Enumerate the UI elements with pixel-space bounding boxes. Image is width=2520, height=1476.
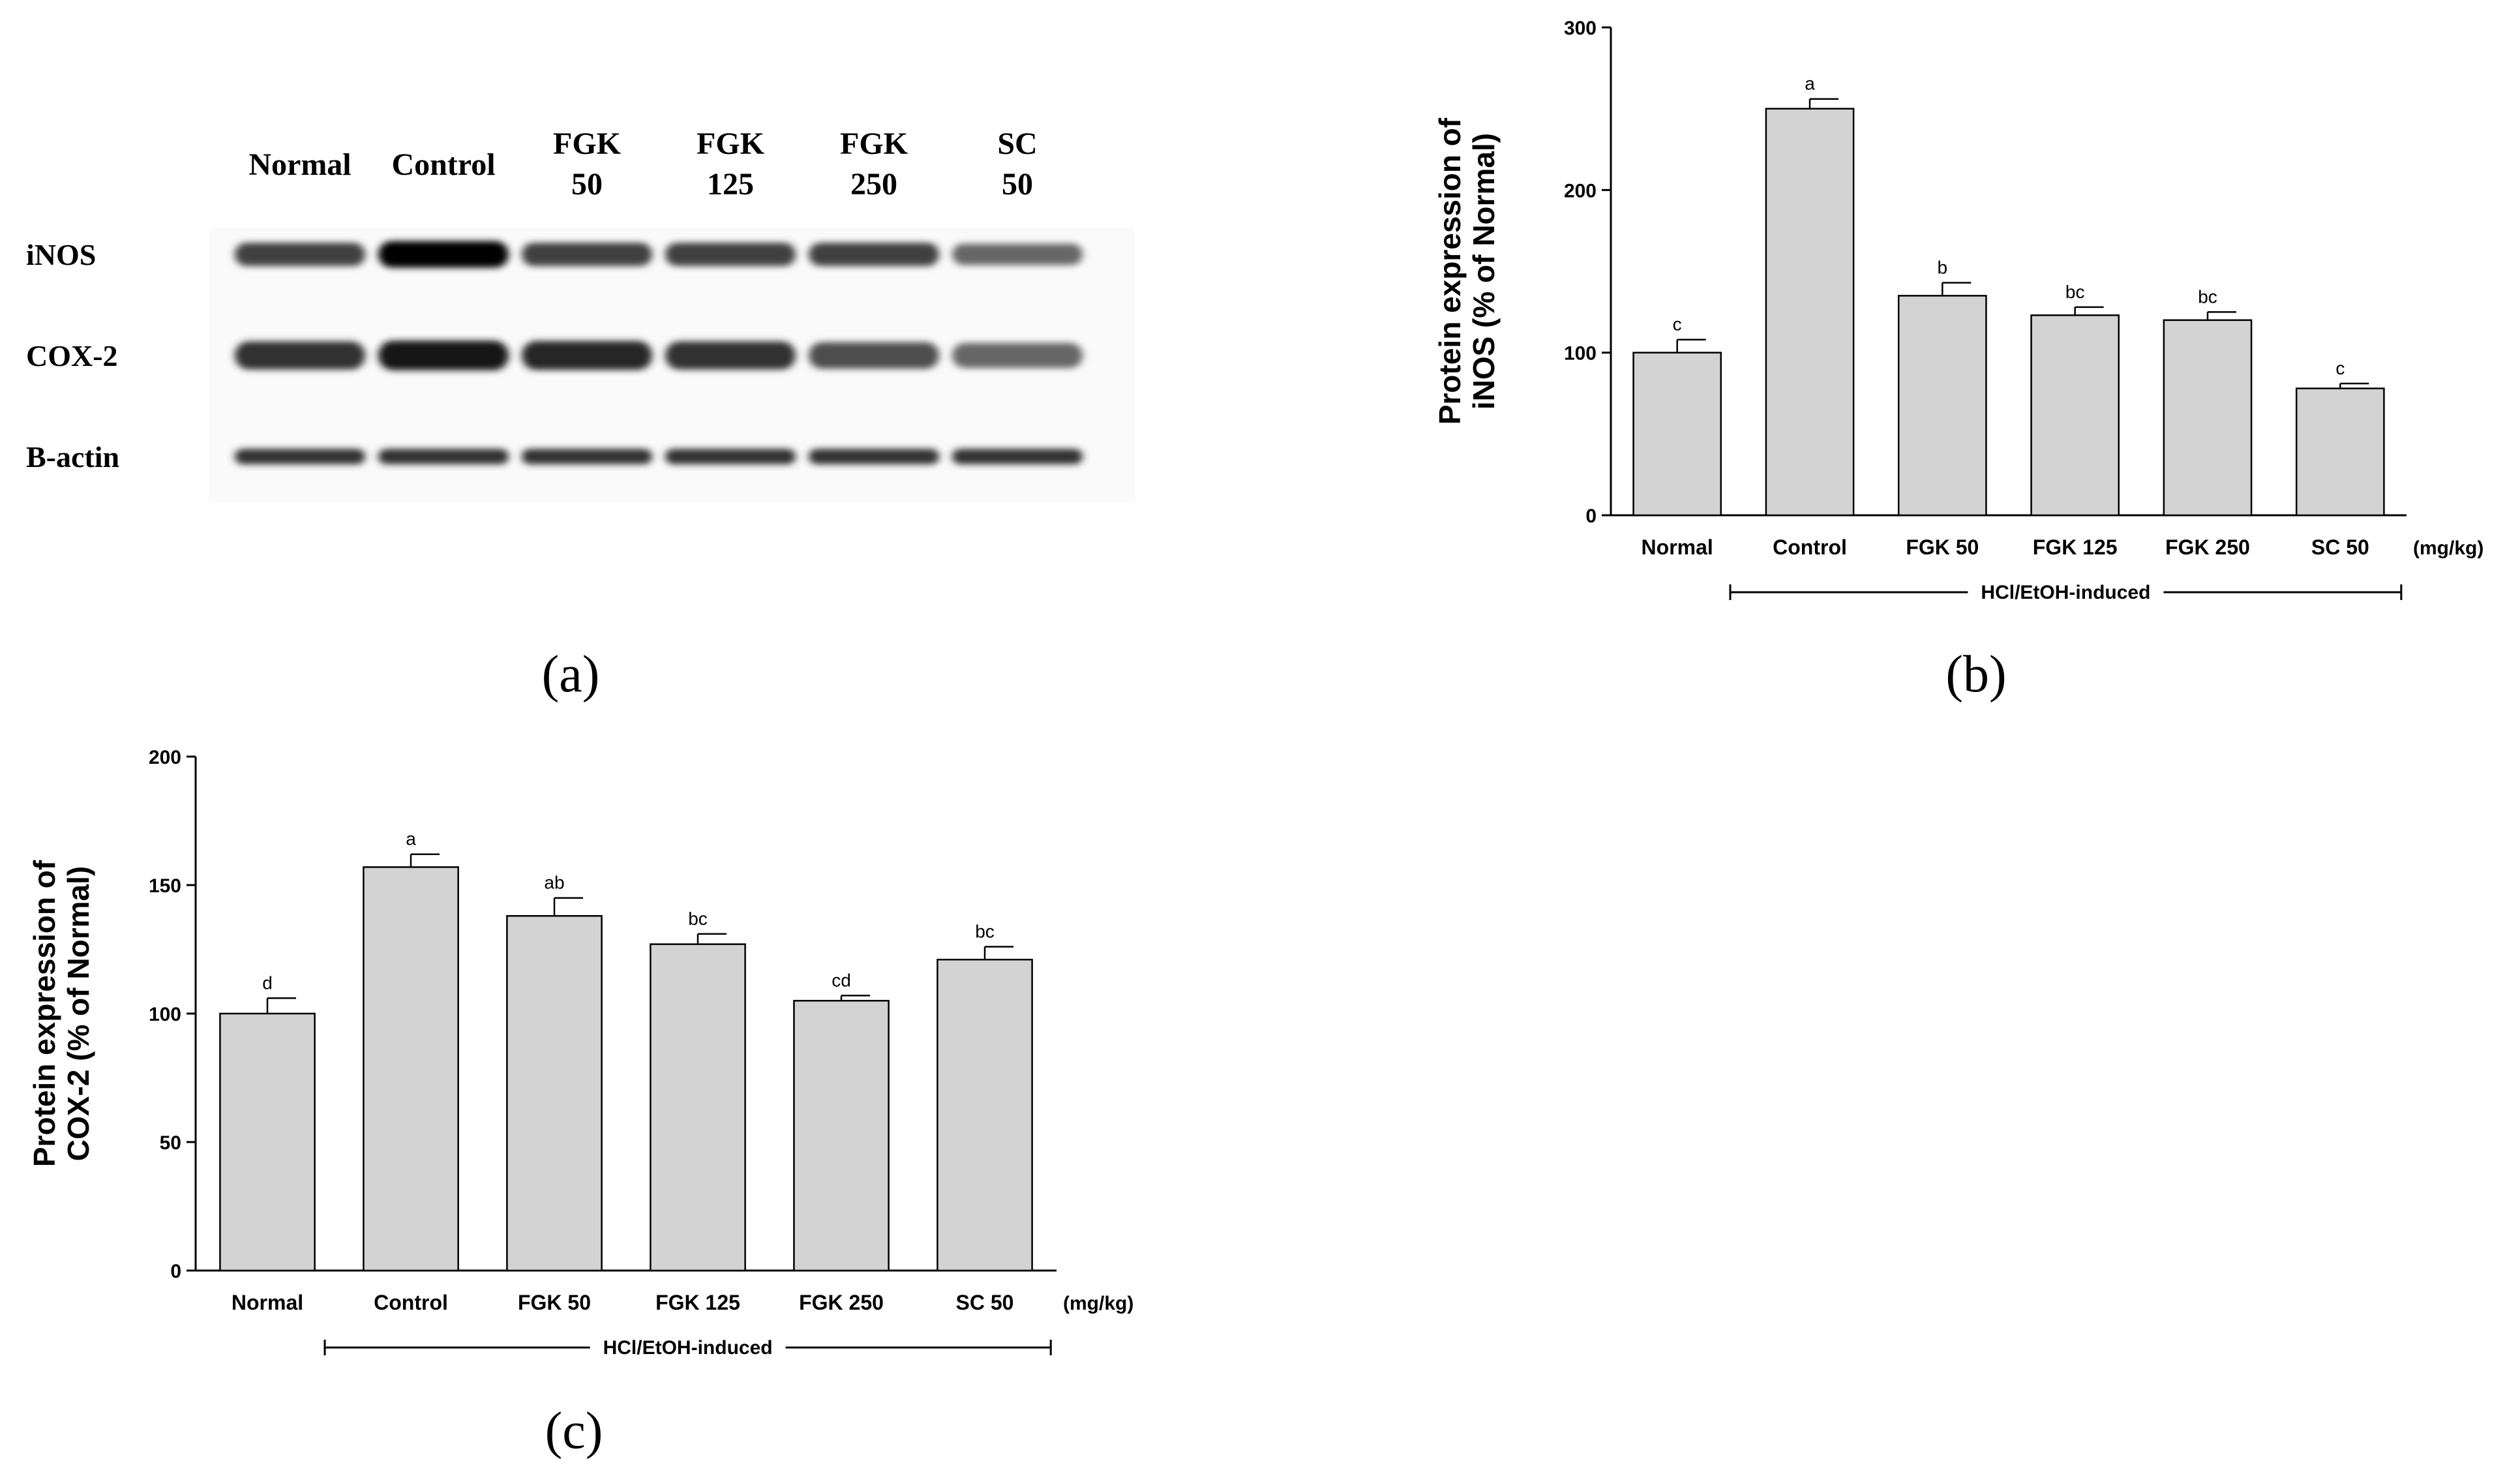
significance-letter: c — [1673, 314, 1682, 335]
significance-letter: d — [262, 972, 273, 993]
lane-label-dose: 250 — [850, 167, 897, 202]
bar — [937, 959, 1033, 1272]
y-axis-label-line2: COX-2 (% of Normal) — [61, 866, 95, 1161]
blot-band — [809, 342, 939, 369]
group-label: HCl/EtOH-induced — [603, 1337, 773, 1359]
inos-chart-panel: Protein expression of iNOS (% of Normal) 0… — [1402, 0, 2520, 717]
unit-label: (mg/kg) — [1063, 1293, 1133, 1314]
lane-label: Normal — [248, 147, 351, 182]
bar — [506, 915, 603, 1272]
western-blot-panel: Normal Control FGK 50 FGK 125 FGK 250 SC 50 iNOS C… — [0, 0, 1141, 717]
lane-label-dose: 50 — [571, 167, 603, 202]
significance-letter: ab — [544, 873, 564, 893]
significance-letter: bc — [2065, 282, 2085, 302]
blot-band — [809, 449, 939, 464]
significance-letter: a — [406, 829, 416, 849]
y-axis-label: Protein expression of iNOS (% of Normal) — [1433, 117, 1501, 425]
x-tick-label: FGK 50 — [518, 1291, 591, 1314]
blot-row-label: iNOS — [26, 238, 96, 271]
y-tick-label: 50 — [160, 1132, 181, 1154]
bar — [2030, 314, 2120, 517]
panel-label: (c) — [545, 1402, 603, 1460]
x-tick-label: Control — [374, 1291, 448, 1314]
y-tick-label: 100 — [149, 1004, 181, 1025]
y-tick-label: 0 — [170, 1261, 181, 1282]
panel-label: (b) — [1945, 646, 2006, 703]
blot-band — [235, 449, 365, 464]
x-tick-label: Normal — [232, 1291, 303, 1314]
cox2-bar-chart: Protein expression of COX-2 (% of Normal)… — [27, 747, 1133, 1460]
x-tick-label: SC 50 — [2311, 535, 2369, 559]
blot-band — [952, 243, 1083, 265]
blot-band — [665, 449, 796, 464]
blot-band — [378, 340, 509, 370]
significance-letter: b — [1938, 257, 1948, 277]
x-tick-label: SC 50 — [956, 1291, 1014, 1314]
blot-band — [665, 341, 796, 370]
bar — [219, 1012, 316, 1272]
blot-band — [809, 243, 939, 266]
lane-label: FGK — [840, 127, 908, 161]
cox2-chart-panel: Protein expression of COX-2 (% of Normal)… — [0, 717, 1141, 1473]
group-label: HCl/EtOH-induced — [1981, 582, 2150, 603]
y-axis-label: Protein expression of COX-2 (% of Normal) — [27, 860, 95, 1167]
blot-band — [235, 341, 365, 370]
bar — [1897, 295, 1987, 517]
significance-letter: bc — [975, 922, 995, 942]
blot-band — [952, 449, 1083, 464]
western-blot: Normal Control FGK 50 FGK 125 FGK 250 SC 50 iNOS C… — [26, 127, 1135, 703]
x-tick-label: FGK 250 — [2165, 535, 2250, 559]
blot-band — [522, 340, 652, 370]
y-axis-label-line1: Protein expression of — [1433, 117, 1467, 425]
bar — [650, 943, 746, 1272]
bar — [363, 866, 459, 1272]
x-tick-label: Control — [1773, 535, 1847, 559]
bar — [1765, 108, 1855, 517]
significance-letter: a — [1805, 74, 1815, 94]
blot-band — [952, 342, 1083, 369]
blot-band — [522, 449, 652, 464]
y-tick-label: 300 — [1564, 18, 1597, 39]
blot-band — [378, 241, 509, 268]
significance-letter: bc — [688, 909, 708, 929]
lane-label-dose: 125 — [707, 167, 754, 202]
x-tick-label: FGK 50 — [1906, 535, 1979, 559]
x-tick-label: FGK 125 — [2033, 535, 2118, 559]
y-axis-label-line1: Protein expression of — [27, 860, 61, 1167]
y-tick-label: 200 — [149, 747, 181, 768]
panel-label-a: (a) — [542, 646, 600, 703]
blot-band — [378, 449, 509, 464]
y-tick-label: 100 — [1564, 343, 1597, 365]
y-tick-label: 150 — [149, 875, 181, 897]
blot-band — [235, 243, 365, 266]
blot-row-label: COX-2 — [26, 339, 118, 372]
unit-label: (mg/kg) — [2413, 537, 2483, 559]
y-axis-label-line2: iNOS (% of Normal) — [1467, 133, 1501, 410]
y-tick-label: 200 — [1564, 180, 1597, 202]
inos-bar-chart: Protein expression of iNOS (% of Normal) 0… — [1433, 18, 2483, 703]
y-tick-label: 0 — [1585, 505, 1597, 527]
lane-label: FGK — [697, 127, 764, 161]
bar — [1632, 352, 1722, 517]
blot-row-label: B-actin — [26, 440, 119, 474]
bar — [2295, 387, 2385, 517]
lane-label-dose: 50 — [1002, 167, 1033, 202]
x-tick-label: FGK 250 — [799, 1291, 884, 1314]
bar — [793, 1000, 890, 1272]
lane-label: SC — [997, 127, 1037, 161]
blot-band — [665, 243, 796, 266]
lane-label: FGK — [553, 127, 621, 161]
bar — [2163, 319, 2253, 517]
lane-label: Control — [391, 147, 495, 182]
x-tick-label: Normal — [1642, 535, 1713, 559]
x-tick-label: FGK 125 — [655, 1291, 740, 1314]
significance-letter: bc — [2198, 286, 2217, 307]
blot-band — [522, 243, 652, 266]
significance-letter: c — [2335, 358, 2345, 378]
significance-letter: cd — [832, 970, 851, 990]
